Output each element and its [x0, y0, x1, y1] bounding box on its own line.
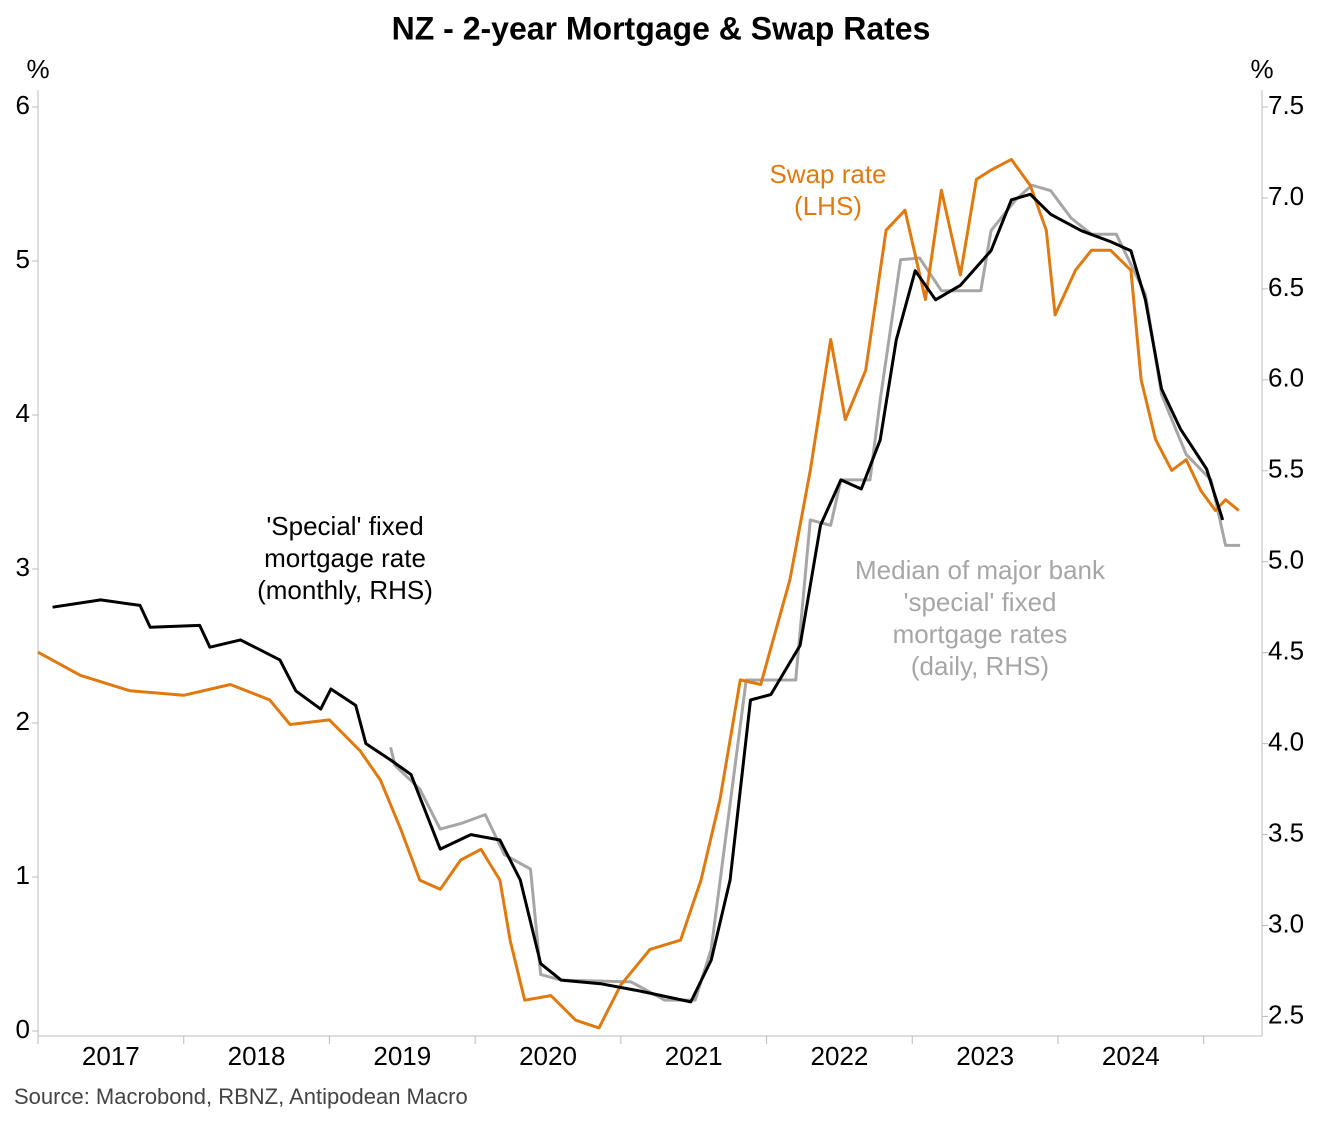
annotation: 'Special' fixed: [266, 511, 423, 541]
x-tick-label: 2024: [1102, 1041, 1160, 1071]
y2-tick-label: 4.5: [1268, 636, 1304, 666]
y2-tick-label: 6.0: [1268, 363, 1304, 393]
y-tick-label: 2: [16, 706, 30, 736]
y2-tick-label: 7.5: [1268, 90, 1304, 120]
y2-tick-label: 7.0: [1268, 181, 1304, 211]
x-tick-label: 2023: [956, 1041, 1014, 1071]
y2-tick-label: 4.0: [1268, 726, 1304, 756]
y2-tick-label: 3.0: [1268, 908, 1304, 938]
annotation: Swap rate: [769, 159, 886, 189]
y2-tick-label: 5.0: [1268, 545, 1304, 575]
x-tick-label: 2020: [519, 1041, 577, 1071]
x-tick-label: 2019: [373, 1041, 431, 1071]
y2-tick-label: 5.5: [1268, 454, 1304, 484]
y2-tick-label: 3.5: [1268, 817, 1304, 847]
y-unit: %: [26, 54, 49, 84]
y-tick-label: 4: [16, 398, 30, 428]
y-tick-label: 3: [16, 552, 30, 582]
annotation: 'special' fixed: [903, 587, 1056, 617]
annotation: (monthly, RHS): [257, 575, 433, 605]
annotation: (LHS): [794, 191, 862, 221]
annotation: (daily, RHS): [911, 651, 1049, 681]
annotation: mortgage rate: [264, 543, 426, 573]
x-tick-label: 2022: [811, 1041, 869, 1071]
y-tick-label: 1: [16, 860, 30, 890]
series-line: [37, 157, 1240, 1030]
y2-tick-label: 2.5: [1268, 999, 1304, 1029]
annotation: Median of major bank: [855, 555, 1106, 585]
y-tick-label: 0: [16, 1014, 30, 1044]
series-line: [52, 192, 1225, 1004]
y2-tick-label: 6.5: [1268, 272, 1304, 302]
chart-title: NZ - 2-year Mortgage & Swap Rates: [392, 10, 931, 46]
y-tick-label: 6: [16, 90, 30, 120]
y-tick-label: 5: [16, 244, 30, 274]
x-tick-label: 2018: [228, 1041, 286, 1071]
source-note: Source: Macrobond, RBNZ, Antipodean Macr…: [14, 1084, 468, 1109]
x-tick-label: 2017: [82, 1041, 140, 1071]
annotation: mortgage rates: [893, 619, 1068, 649]
x-tick-label: 2021: [665, 1041, 723, 1071]
y2-unit: %: [1250, 54, 1273, 84]
